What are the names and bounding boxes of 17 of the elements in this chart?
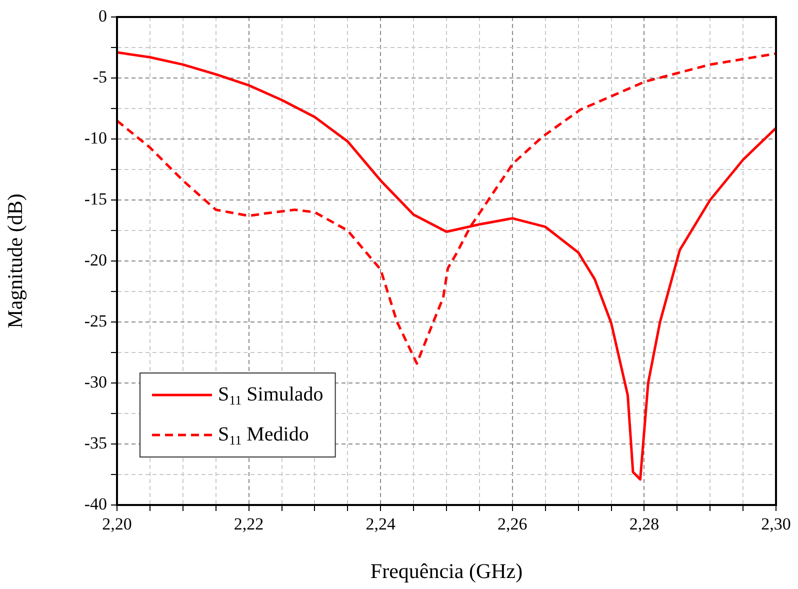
- x-axis-title: Frequência (GHz): [370, 558, 523, 583]
- y-axis-title: Magnitude (dB): [3, 194, 28, 328]
- y-tick-label: -20: [84, 250, 107, 270]
- y-tick-label: -30: [84, 372, 107, 392]
- x-tick-label: 2,22: [234, 514, 264, 534]
- x-tick-label: 2,26: [498, 514, 528, 534]
- x-tick-label: 2,20: [102, 514, 132, 534]
- y-tick-label: -10: [84, 128, 107, 148]
- x-tick-label: 2,24: [366, 514, 396, 534]
- x-tick-label: 2,28: [629, 514, 660, 534]
- y-tick-label: -40: [84, 494, 107, 514]
- y-tick-label: -35: [84, 433, 107, 452]
- y-tick-label: -5: [92, 67, 107, 86]
- y-tick-label: -15: [84, 189, 107, 208]
- y-tick-label: 0: [98, 6, 107, 26]
- y-tick-label: -25: [84, 311, 107, 330]
- x-tick-label: 2,30: [761, 514, 791, 534]
